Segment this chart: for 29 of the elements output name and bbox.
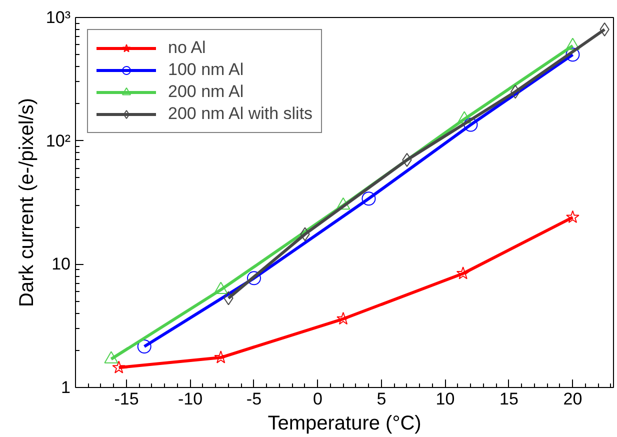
point [214,282,228,294]
x-tick-label: -5 [246,390,262,408]
x-tick-label: -15 [114,390,139,408]
x-tick-label: 20 [563,390,582,408]
point [246,271,261,286]
x-tick-label: 15 [500,390,518,408]
x-tick-label: 0 [313,390,322,408]
y-axis-title: Dark current (e-/pixel/s) [16,98,38,307]
legend-label: 100 nm Al [168,60,244,80]
x-tick-label: 5 [376,390,386,408]
x-tick-label: 10 [436,390,455,408]
point [336,312,350,325]
point [566,48,580,62]
y-tick-label: 10² [46,131,71,150]
legend-label: 200 nm Al with slits [168,104,313,124]
y-tick-label: 1 [61,378,71,397]
point [456,266,470,280]
y-tick-label: 10³ [46,8,71,27]
x-axis-title: Temperature (°C) [268,412,422,434]
legend-label: no Al [168,38,206,58]
point [464,118,478,132]
point [362,192,376,206]
x-tick-label: -10 [178,390,203,408]
point [566,210,580,224]
legend-label: 200 nm Al [168,82,244,102]
point [112,360,126,374]
point [137,340,152,354]
y-tick-label: 10 [52,254,71,274]
point [104,351,118,364]
